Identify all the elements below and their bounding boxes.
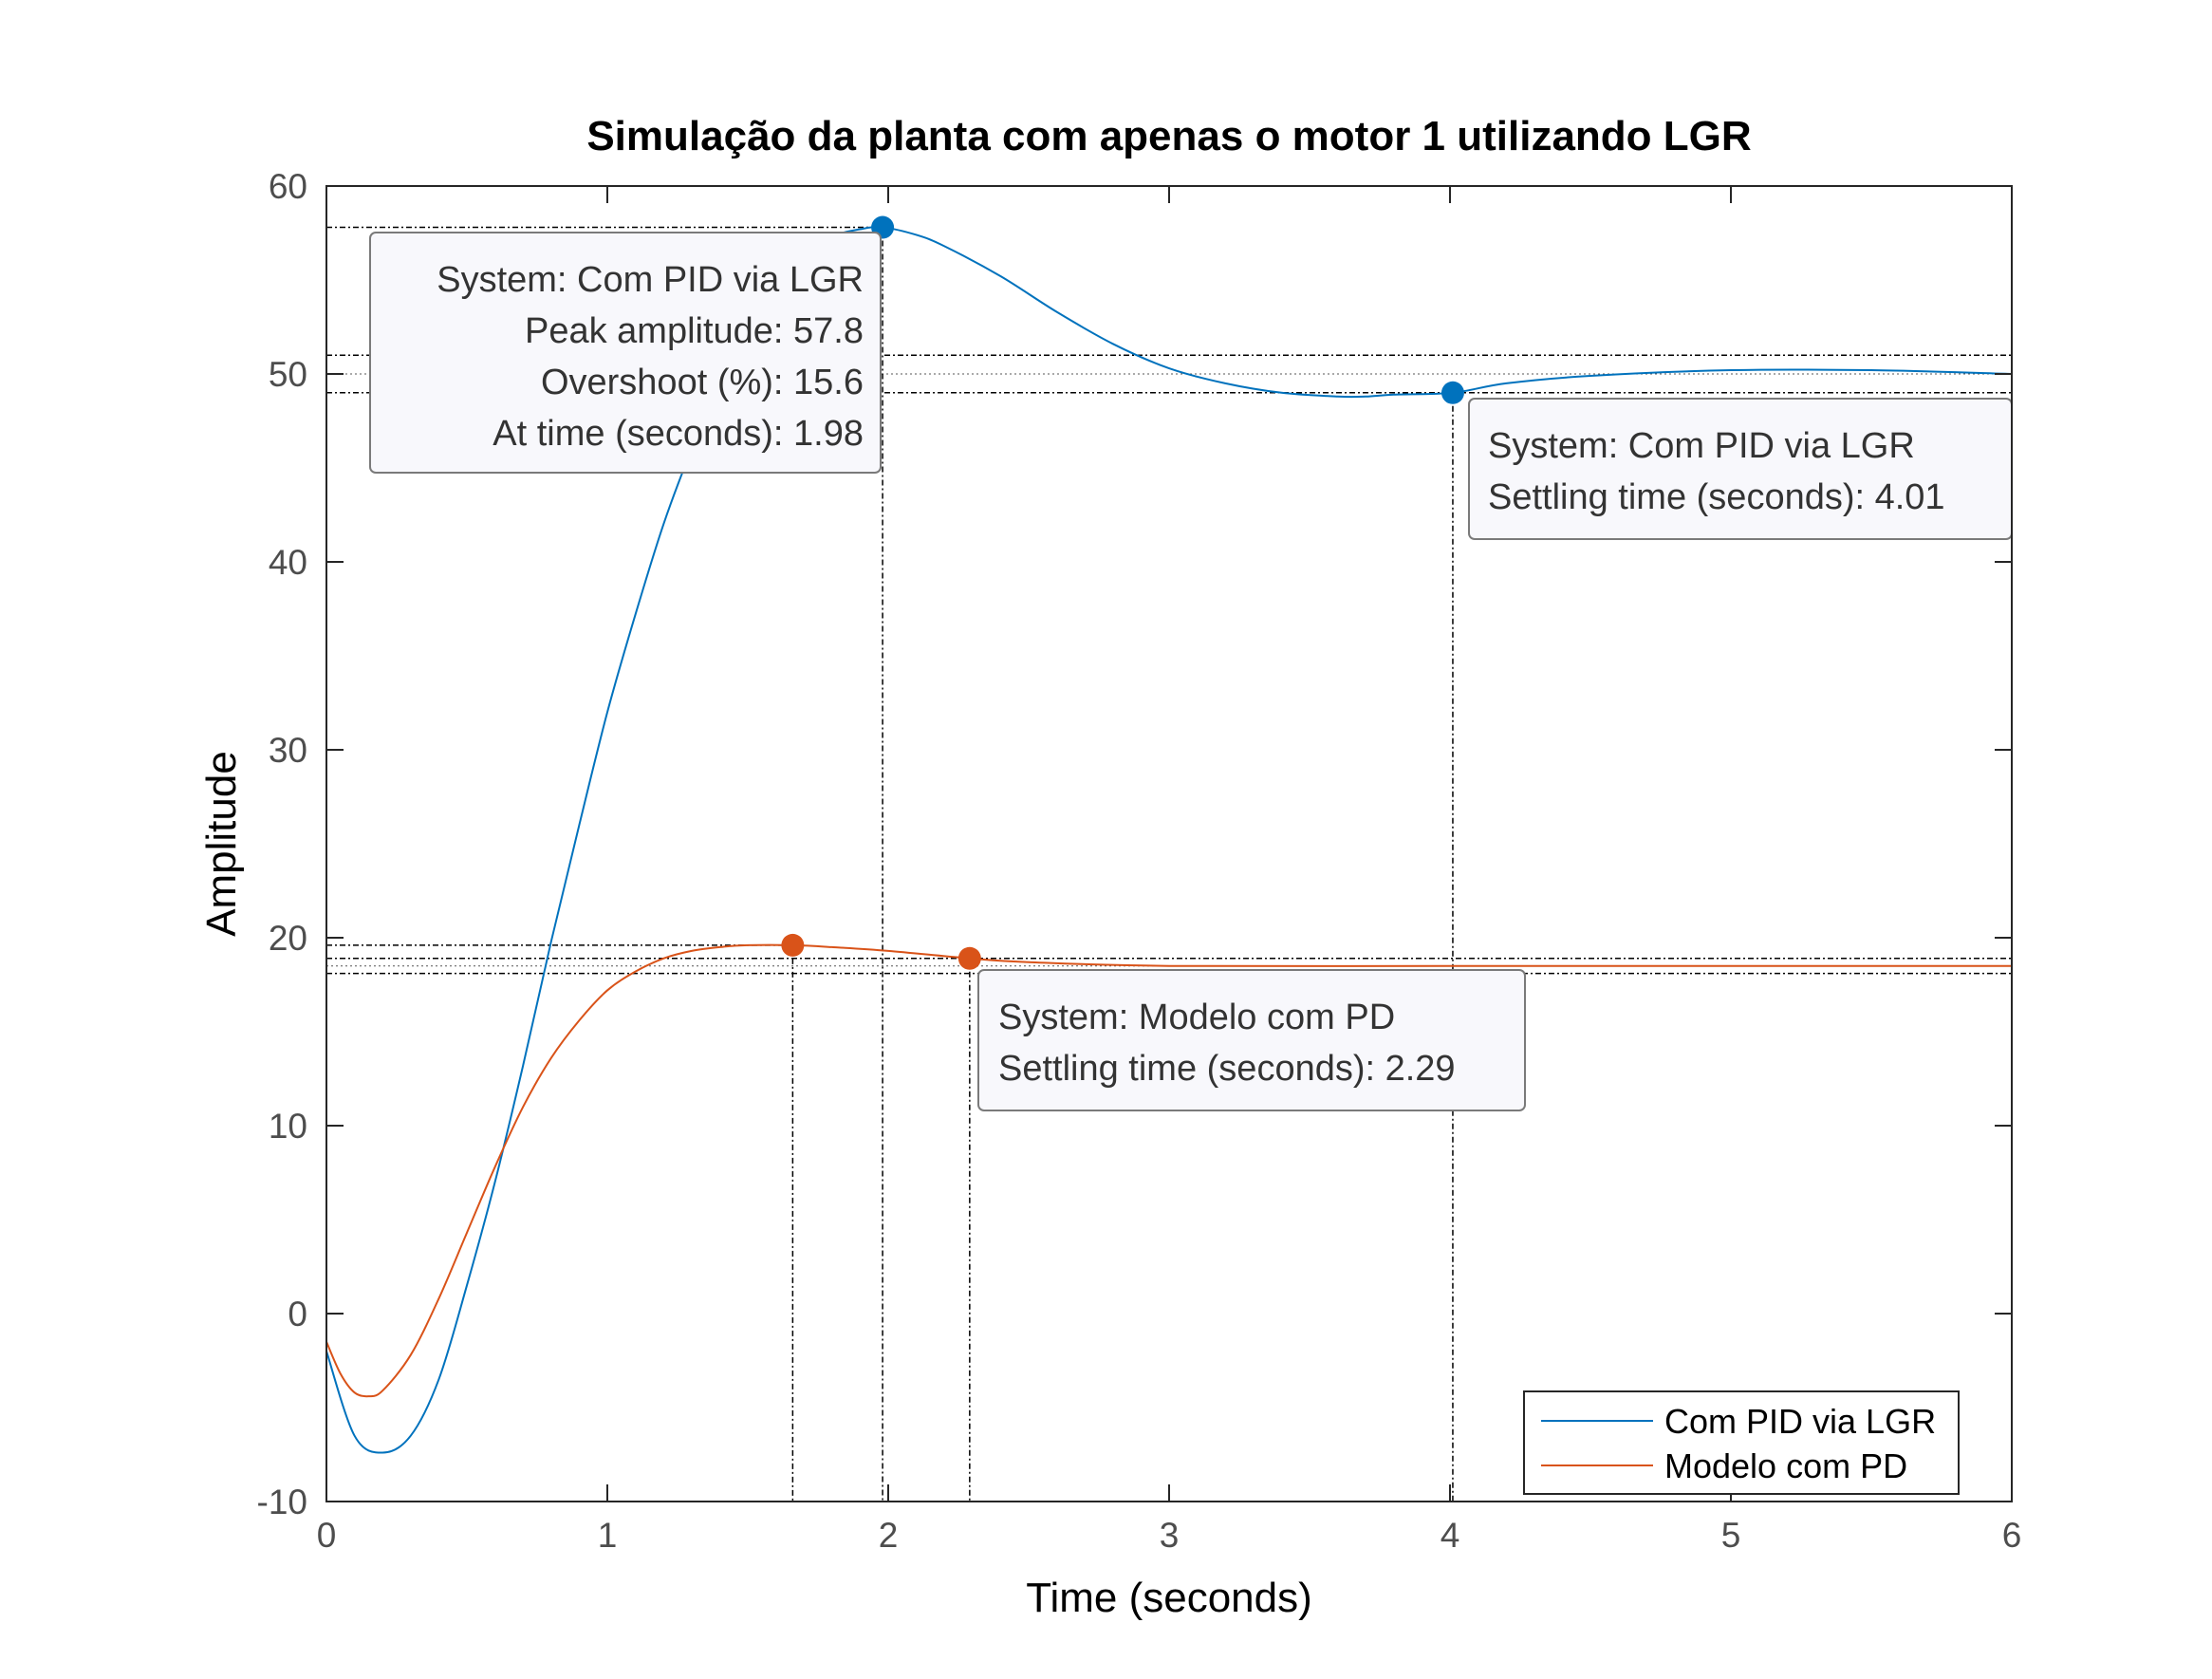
datatip-panel	[977, 969, 1526, 1111]
datatip-line: Overshoot (%): 15.6	[541, 363, 864, 402]
datatip-layer: System: Com PID via LGR Peak amplitude: 5…	[369, 232, 2013, 1111]
x-tick-label: 0	[317, 1516, 337, 1555]
tick-layer: 0 1 2 3 4 5 6 -10 0 10 20 30 40 50 60	[257, 167, 2022, 1555]
datatip-marker	[957, 946, 981, 970]
y-tick-label: 30	[269, 731, 307, 770]
y-tick-label: 60	[269, 167, 307, 206]
datatip-line: At time (seconds): 1.98	[493, 414, 864, 454]
marker-layer	[781, 215, 1464, 970]
y-tick-label: 40	[269, 543, 307, 582]
y-tick-label: 50	[269, 355, 307, 394]
y-tick-label: 10	[269, 1107, 307, 1146]
y-axis-label: Amplitude	[198, 751, 245, 937]
x-axis-label: Time (seconds)	[1026, 1575, 1312, 1621]
datatip-line: System: Com PID via LGR	[1488, 426, 1915, 466]
datatip-line: Settling time (seconds): 4.01	[1488, 477, 1945, 517]
datatip-marker	[781, 933, 805, 957]
x-tick-label: 3	[1160, 1516, 1180, 1555]
datatip-panel	[369, 232, 882, 474]
legend[interactable]: Com PID via LGR Modelo com PD	[1523, 1390, 1960, 1495]
x-tick-label: 2	[879, 1516, 899, 1555]
datatip-line: System: Modelo com PD	[998, 998, 1395, 1037]
datatip-box-2: System: Com PID via LGR Settling time (se…	[1468, 398, 2013, 540]
datatip-line: System: Com PID via LGR	[437, 260, 864, 300]
x-tick-label: 5	[1721, 1516, 1741, 1555]
legend-label-pd: Modelo com PD	[1664, 1446, 1907, 1485]
datatip-panel	[1468, 398, 2013, 540]
y-tick-label: 0	[288, 1295, 307, 1334]
y-tick-label: 20	[269, 919, 307, 958]
series-line-pd	[325, 943, 2012, 1398]
legend-label-pid: Com PID via LGR	[1664, 1402, 1936, 1441]
datatip-line: Settling time (seconds): 2.29	[998, 1049, 1456, 1089]
x-tick-label: 1	[598, 1516, 618, 1555]
chart-title: Simulação da planta com apenas o motor 1…	[586, 113, 1751, 159]
x-tick-label: 4	[1441, 1516, 1460, 1555]
datatip-box-1: System: Com PID via LGR Peak amplitude: 5…	[369, 232, 882, 474]
datatip-line: Peak amplitude: 57.8	[525, 311, 864, 351]
datatip-box-4: System: Modelo com PD Settling time (seco…	[977, 969, 1526, 1111]
y-tick-label: -10	[257, 1483, 307, 1521]
x-tick-label: 6	[2002, 1516, 2022, 1555]
legend-box	[1523, 1390, 1960, 1495]
datatip-marker	[1441, 381, 1464, 404]
